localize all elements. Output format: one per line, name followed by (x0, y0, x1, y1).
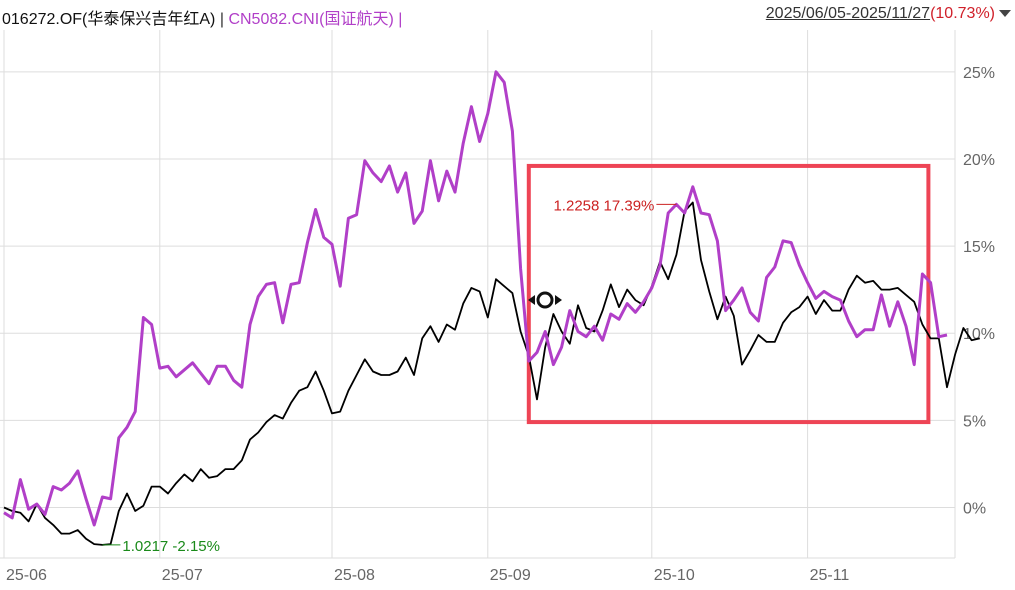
x-tick-label: 25-10 (654, 567, 695, 584)
y-tick-label: 15% (963, 239, 995, 256)
y-tick-label: 20% (963, 152, 995, 169)
chart-grid (0, 30, 956, 559)
low-annotation: 1.0217 -2.15% (122, 538, 220, 555)
y-axis-ticks: 25%20%15%10%5%0% (963, 65, 995, 518)
x-tick-label: 25-07 (162, 567, 203, 584)
chevron-down-icon[interactable] (999, 10, 1011, 18)
header-left: 016272.OF(华泰保兴吉年红A) | CN5082.CNI(国证航天) | (2, 5, 402, 29)
y-tick-label: 25% (963, 65, 995, 82)
date-range[interactable]: 2025/06/05-2025/11/27 (765, 5, 931, 22)
high-annotation: 1.2258 17.39% (553, 197, 654, 214)
y-tick-label: 0% (963, 500, 986, 517)
highlight-box (526, 163, 931, 425)
x-tick-label: 25-09 (490, 567, 531, 584)
header-separator: | (215, 11, 229, 28)
x-tick-label: 25-11 (810, 567, 850, 584)
x-axis-ticks: 25-06 25-07 25-08 25-09 25-10 25-11 (6, 567, 849, 584)
crosshair-cursor-icon[interactable] (528, 291, 562, 309)
fund-line (3, 201, 980, 546)
index-line (3, 70, 948, 527)
change-percent: (10.73%) (930, 5, 995, 22)
annotations: 1.2258 17.39% 1.0217 -2.15% (102, 197, 677, 555)
fund-label[interactable]: 016272.OF(华泰保兴吉年红A) (2, 11, 216, 28)
y-tick-label: 5% (963, 413, 986, 430)
index-label[interactable]: CN5082.CNI(国证航天) (228, 11, 394, 28)
x-tick-label: 25-06 (6, 567, 47, 584)
index-suffix: | (393, 11, 403, 28)
x-tick-label: 25-08 (334, 567, 375, 584)
line-chart[interactable]: 25%20%15%10%5%0% 25-06 25-07 25-08 25-09 25-… (0, 30, 1015, 590)
header-right[interactable]: 2025/06/05-2025/11/27(10.73%) (766, 5, 1011, 23)
chart-header: 016272.OF(华泰保兴吉年红A) | CN5082.CNI(国证航天) |… (0, 0, 1015, 30)
